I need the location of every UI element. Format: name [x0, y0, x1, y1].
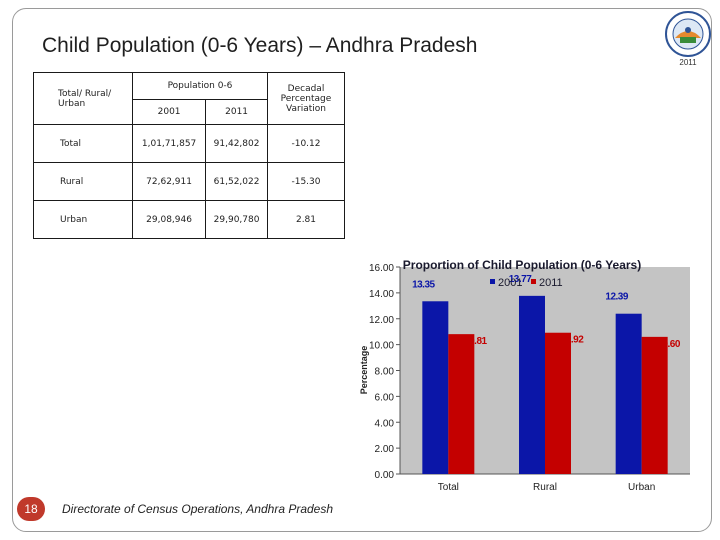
census-india-logo-icon: [665, 11, 711, 57]
data-label-2011-urban: 10.60: [657, 339, 680, 350]
footer-text: Directorate of Census Operations, Andhra…: [62, 502, 334, 516]
legend-swatch-2011: [531, 279, 536, 284]
data-label-2001-urban: 12.39: [605, 292, 628, 303]
table-row: Urban 29,08,946 29,90,780 2.81: [33, 200, 345, 239]
row-variation: 2.81: [267, 200, 345, 239]
y-tick-label: 14.00: [369, 289, 394, 300]
row-2001: 72,62,911: [131, 162, 207, 201]
y-tick-label: 6.00: [375, 392, 395, 403]
population-table: Total/ Rural/ Urban Population 0-6 Decad…: [33, 72, 345, 239]
header-decadal-variation: Decadal Percentage Variation: [267, 72, 345, 125]
x-tick-label: Urban: [628, 482, 655, 493]
bar-2001-urban: [615, 313, 642, 474]
chart-title: Proportion of Child Population (0-6 Year…: [403, 258, 641, 272]
y-tick-label: 2.00: [375, 444, 395, 455]
legend-label-2011: 2011: [539, 277, 563, 289]
bar-2001-rural: [519, 295, 545, 474]
y-tick-label: 10.00: [369, 341, 394, 352]
x-tick-label: Rural: [533, 482, 557, 493]
row-2011: 61,52,022: [205, 162, 268, 201]
page-number: 18: [17, 497, 45, 521]
bar-2011-urban: [641, 336, 668, 474]
row-type: Rural: [33, 162, 133, 201]
data-label-2001-rural: 13.77: [509, 274, 532, 285]
table-row: Total 1,01,71,857 91,42,802 -10.12: [33, 124, 345, 163]
y-tick-label: 16.00: [369, 263, 394, 274]
row-2011: 29,90,780: [205, 200, 268, 239]
slide-title: Child Population (0-6 Years) – Andhra Pr…: [42, 34, 478, 57]
row-variation: -15.30: [267, 162, 345, 201]
legend-swatch-2001: [490, 279, 495, 284]
y-tick-label: 12.00: [369, 315, 394, 326]
data-label-2011-total: 10.81: [464, 336, 487, 347]
y-tick-label: 4.00: [375, 418, 395, 429]
header-population: Population 0-6: [132, 72, 268, 100]
bar-2001-total: [422, 301, 449, 474]
bar-2011-total: [448, 334, 475, 474]
y-tick-label: 0.00: [375, 470, 395, 481]
data-label-2011-rural: 10.92: [561, 335, 584, 346]
legend-label-2001: 2001: [498, 277, 522, 289]
table-row: Rural 72,62,911 61,52,022 -15.30: [33, 162, 345, 201]
bar-2011-rural: [545, 332, 571, 474]
data-label-2001-total: 13.35: [412, 279, 435, 290]
y-tick-label: 8.00: [375, 367, 395, 378]
y-axis-label: Percentage: [359, 346, 369, 395]
logo-year: 2011: [679, 58, 697, 67]
row-2001: 1,01,71,857: [131, 124, 207, 163]
slide-frame: [12, 8, 712, 532]
row-2001: 29,08,946: [131, 200, 207, 239]
row-type: Urban: [33, 200, 133, 239]
x-tick-label: Total: [438, 482, 459, 493]
